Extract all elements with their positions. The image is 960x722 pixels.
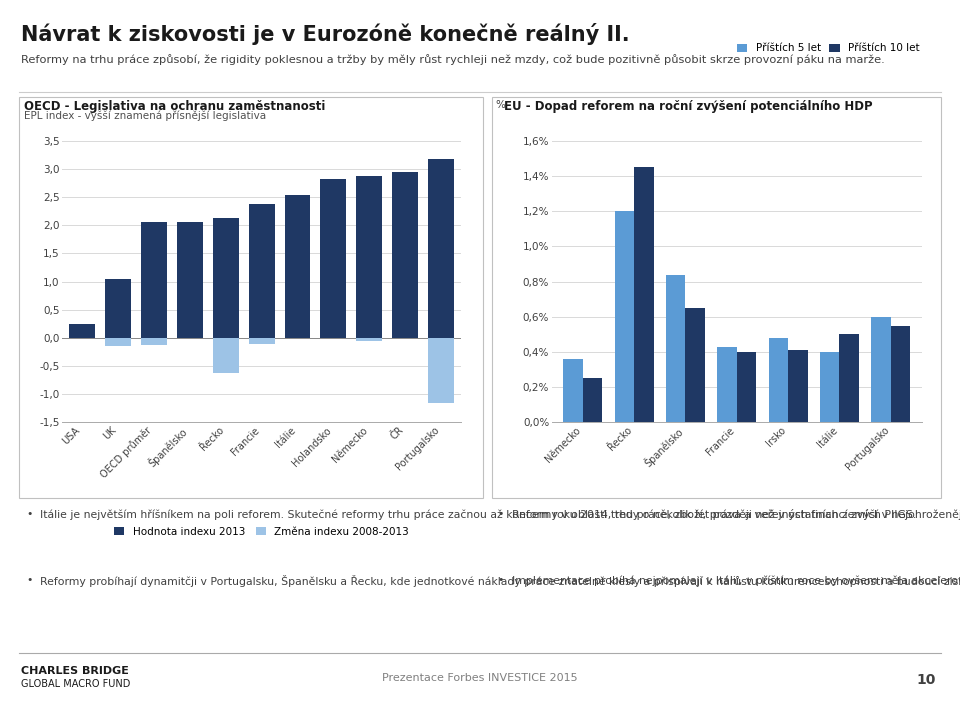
Text: •: • [26,509,33,519]
Bar [839,334,859,422]
Legend: Příštích 5 let, Příštích 10 let: Příštích 5 let, Příštích 10 let [732,39,924,57]
Text: •: • [497,509,504,519]
Text: GLOBAL MACRO FUND: GLOBAL MACRO FUND [21,679,131,689]
Text: Prezentace Forbes INVESTICE 2015: Prezentace Forbes INVESTICE 2015 [382,673,578,683]
Bar [141,222,167,338]
Bar [141,338,167,344]
Bar [737,352,756,422]
Bar [769,338,788,422]
Bar [891,326,910,422]
Bar [583,378,602,422]
Text: Reformy v oblasti trhu práce, zboží, práva a veřejných financí zvýší v nejohrože: Reformy v oblasti trhu práce, zboží, prá… [512,509,960,520]
Text: Itálie je největším hříšníkem na poli reforem. Skutečné reformy trhu práce začno: Itálie je největším hříšníkem na poli re… [40,509,917,520]
Bar [788,350,807,422]
Text: CHARLES BRIDGE: CHARLES BRIDGE [21,666,129,676]
Bar [428,159,454,338]
Bar [177,222,203,338]
Text: %: % [495,100,505,110]
Bar [717,347,737,422]
Text: •: • [26,575,33,586]
Bar [820,352,839,422]
Text: EPL index - vyšší znamená přísnější legislativa: EPL index - vyšší znamená přísnější legi… [24,110,266,121]
Bar [249,204,275,338]
Bar [321,179,347,338]
Text: OECD - Legislativa na ochranu zaměstnanosti: OECD - Legislativa na ochranu zaměstnano… [24,100,325,113]
Bar [249,338,275,344]
Bar [356,338,382,341]
Bar [614,212,635,422]
Text: Reformy probíhají dynamitčji v Portugalsku, Španělsku a Řecku, kde jednotkové ná: Reformy probíhají dynamitčji v Portugals… [40,575,960,588]
Text: Návrat k ziskovosti je v Eurozóně konečně reálný II.: Návrat k ziskovosti je v Eurozóně konečn… [21,23,630,45]
Bar [393,172,419,338]
Bar [105,338,131,347]
Bar [356,176,382,338]
Bar [666,274,685,422]
Bar [105,279,131,338]
Text: Reformy na trhu práce způsobí, že rigidity poklesnou a tržby by měly růst rychle: Reformy na trhu práce způsobí, že rigidi… [21,54,885,65]
Text: 10: 10 [917,673,936,687]
Bar [564,359,583,422]
Bar [213,338,239,373]
Bar [872,317,891,422]
Text: Implementace probíhá nejpomaleji v Itálii, v příštím roce by ovšem měla akcelero: Implementace probíhá nejpomaleji v Itáli… [512,575,960,586]
Bar [213,218,239,338]
Bar [69,323,95,338]
Text: •: • [497,575,504,586]
Bar [428,338,454,403]
Bar [284,196,310,338]
Legend: Hodnota indexu 2013, Změna indexu 2008-2013: Hodnota indexu 2013, Změna indexu 2008-2… [109,523,414,541]
Bar [685,308,705,422]
Text: EU - Dopad reforem na roční zvýšení potenciálního HDP: EU - Dopad reforem na roční zvýšení pote… [504,100,873,113]
Bar [635,168,654,422]
